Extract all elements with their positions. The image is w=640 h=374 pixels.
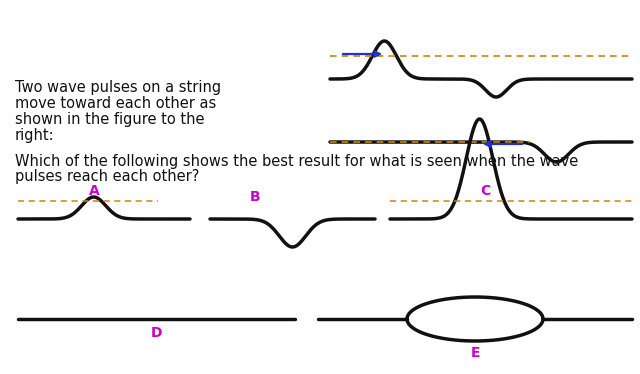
- Text: Which of the following shows the best result for what is seen when the wave: Which of the following shows the best re…: [15, 154, 579, 169]
- Text: pulses reach each other?: pulses reach each other?: [15, 169, 200, 184]
- Text: move toward each other as: move toward each other as: [15, 96, 216, 111]
- Text: shown in the figure to the: shown in the figure to the: [15, 112, 205, 127]
- Text: E: E: [470, 346, 480, 360]
- Text: C: C: [480, 184, 490, 198]
- Text: right:: right:: [15, 128, 54, 143]
- Text: B: B: [250, 190, 260, 204]
- Text: A: A: [88, 184, 99, 198]
- Text: Two wave pulses on a string: Two wave pulses on a string: [15, 80, 221, 95]
- Text: D: D: [151, 326, 163, 340]
